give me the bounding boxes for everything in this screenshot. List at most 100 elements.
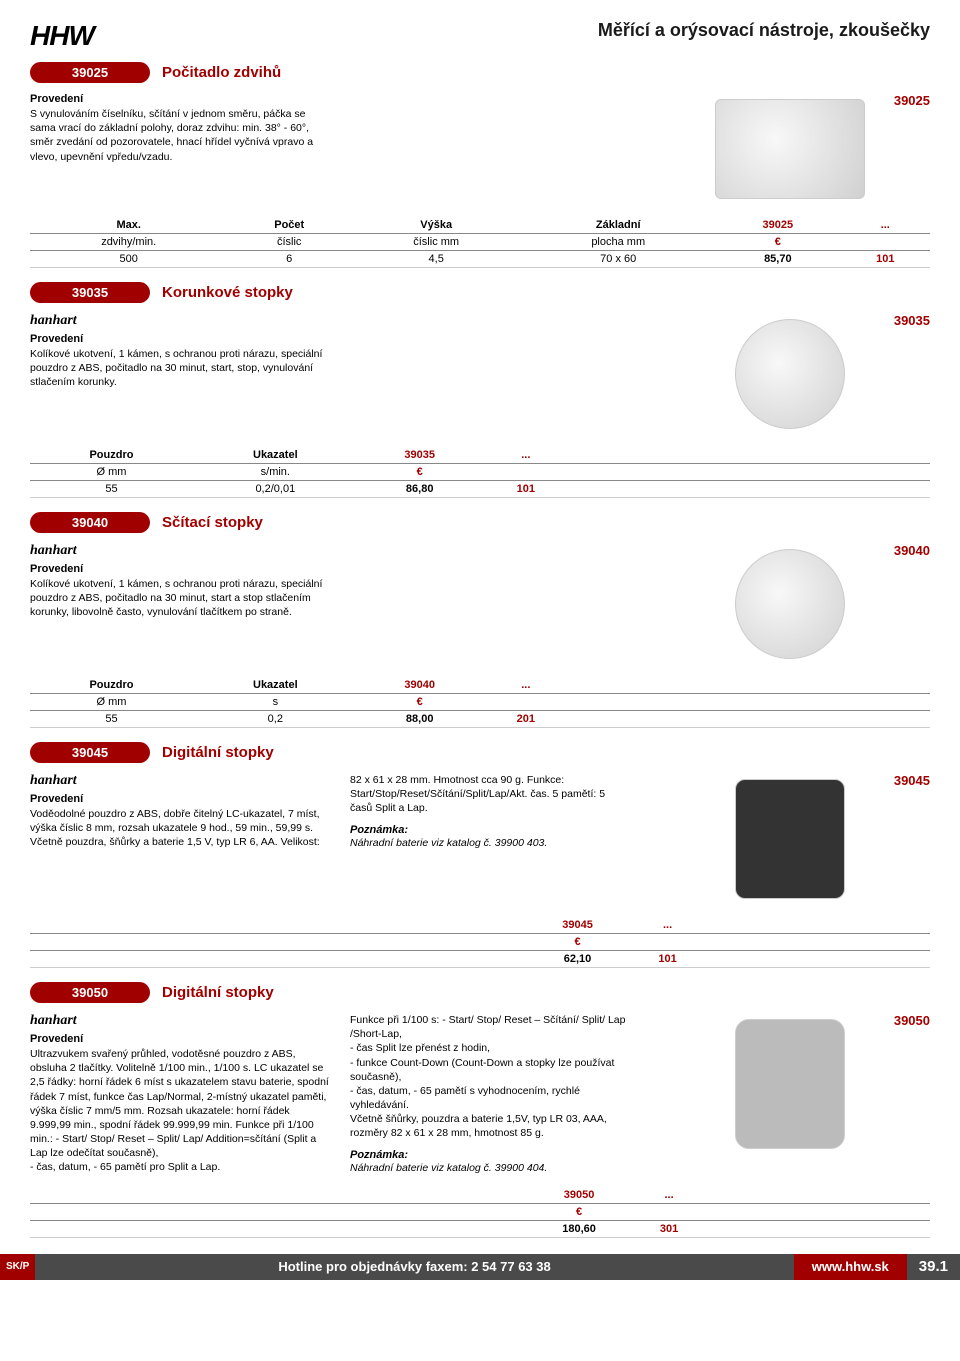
product-image (735, 549, 845, 659)
brand-logo: hanhart (30, 1013, 330, 1029)
footer: SK/P Hotline pro objednávky faxem: 2 54 … (0, 1254, 960, 1280)
section-code-badge: 39040 (30, 512, 150, 533)
note-heading: Poznámka: (350, 1149, 630, 1161)
col-subheader: plocha mm (521, 234, 715, 251)
col-header: 39035 (358, 447, 482, 464)
footer-page-number: 39.1 (907, 1254, 960, 1280)
col-subheader: € (715, 234, 840, 251)
col-subheader: číslic (227, 234, 351, 251)
section-title: Digitální stopky (162, 744, 274, 761)
col-header: Výška (351, 217, 521, 234)
col-header: 39025 (715, 217, 840, 234)
product-image-label: 39040 (894, 543, 930, 558)
col-header: ... (482, 447, 570, 464)
col-subheader: číslic mm (351, 234, 521, 251)
col-header: 39050 (525, 1187, 633, 1204)
col-header: Počet (227, 217, 351, 234)
col-subheader (482, 694, 570, 711)
price-table: 39050 ... € 180,60 301 (30, 1187, 930, 1238)
table-cell: 4,5 (351, 251, 521, 268)
section-title: Sčítací stopky (162, 514, 263, 531)
col-subheader: Ø mm (30, 464, 193, 481)
prod-desc: Voděodolné pouzdro z ABS, dobře čitelný … (30, 807, 330, 850)
col-subheader: Ø mm (30, 694, 193, 711)
table-cell: 0,2 (193, 711, 358, 728)
footer-hotline: Hotline pro objednávky faxem: 2 54 77 63… (35, 1254, 793, 1280)
table-cell: 70 x 60 (521, 251, 715, 268)
col-subheader (633, 1203, 705, 1220)
col-subheader: s/min. (193, 464, 358, 481)
col-header: ... (482, 677, 570, 694)
col-subheader (482, 464, 570, 481)
col-subheader (841, 234, 930, 251)
product-image (735, 1019, 845, 1149)
col-header: Základní (521, 217, 715, 234)
prod-desc-2: Funkce při 1/100 s: - Start/ Stop/ Reset… (350, 1013, 630, 1141)
prod-desc: Ultrazvukem svařený průhled, vodotěsné p… (30, 1047, 330, 1175)
section-code-badge: 39050 (30, 982, 150, 1003)
prod-desc-2: 82 x 61 x 28 mm. Hmotnost cca 90 g. Funk… (350, 773, 630, 816)
product-image (715, 99, 865, 199)
col-subheader: € (358, 694, 482, 711)
col-header: ... (630, 917, 705, 934)
price-cell: 85,70 (715, 251, 840, 268)
table-cell: 101 (841, 251, 930, 268)
product-image (735, 319, 845, 429)
table-cell: 201 (482, 711, 570, 728)
table-cell: 301 (633, 1220, 705, 1237)
brand-logo: hanhart (30, 313, 330, 329)
col-header: 39040 (358, 677, 482, 694)
price-cell: 180,60 (525, 1220, 633, 1237)
section-title: Počitadlo zdvihů (162, 64, 281, 81)
price-cell: 86,80 (358, 481, 482, 498)
col-header: Ukazatel (193, 677, 358, 694)
table-cell: 55 (30, 481, 193, 498)
col-subheader: zdvihy/min. (30, 234, 227, 251)
col-subheader: € (525, 1203, 633, 1220)
section-code-badge: 39025 (30, 62, 150, 83)
section-code-badge: 39045 (30, 742, 150, 763)
prod-desc: Kolíkové ukotvení, 1 kámen, s ochranou p… (30, 347, 330, 390)
price-table: 39045 ... € 62,10 101 (30, 917, 930, 968)
logo: HHW (30, 20, 94, 52)
footer-skp: SK/P (0, 1254, 35, 1280)
price-table: Max. Počet Výška Základní 39025 ... zdvi… (30, 217, 930, 268)
col-header: ... (841, 217, 930, 234)
prod-heading: Provedení (30, 1033, 330, 1045)
table-cell: 101 (630, 951, 705, 968)
table-cell: 6 (227, 251, 351, 268)
col-subheader (630, 934, 705, 951)
col-subheader: € (358, 464, 482, 481)
price-cell: 88,00 (358, 711, 482, 728)
product-image-label: 39025 (894, 93, 930, 108)
note-text: Náhradní baterie viz katalog č. 39900 40… (350, 836, 630, 850)
product-image-label: 39035 (894, 313, 930, 328)
col-subheader: € (525, 934, 630, 951)
price-cell: 62,10 (525, 951, 630, 968)
brand-logo: hanhart (30, 773, 330, 789)
note-text: Náhradní baterie viz katalog č. 39900 40… (350, 1161, 630, 1175)
footer-url[interactable]: www.hhw.sk (794, 1254, 907, 1280)
price-table: Pouzdro Ukazatel 39040 ... Ø mm s € 55 0… (30, 677, 930, 728)
section-code-badge: 39035 (30, 282, 150, 303)
prod-heading: Provedení (30, 563, 330, 575)
prod-desc: S vynulováním číselníku, sčítání v jedno… (30, 107, 330, 164)
col-header: Pouzdro (30, 677, 193, 694)
page-title: Měřící a orýsovací nástroje, zkoušečky (598, 20, 930, 41)
product-image-label: 39045 (894, 773, 930, 788)
section-title: Digitální stopky (162, 984, 274, 1001)
product-image-label: 39050 (894, 1013, 930, 1028)
prod-heading: Provedení (30, 333, 330, 345)
col-header: Ukazatel (193, 447, 358, 464)
col-header: ... (633, 1187, 705, 1204)
table-cell: 101 (482, 481, 570, 498)
prod-heading: Provedení (30, 793, 330, 805)
prod-heading: Provedení (30, 93, 330, 105)
price-table: Pouzdro Ukazatel 39035 ... Ø mm s/min. €… (30, 447, 930, 498)
col-subheader: s (193, 694, 358, 711)
table-cell: 55 (30, 711, 193, 728)
table-cell: 0,2/0,01 (193, 481, 358, 498)
brand-logo: hanhart (30, 543, 330, 559)
prod-desc: Kolíkové ukotvení, 1 kámen, s ochranou p… (30, 577, 330, 620)
col-header: Max. (30, 217, 227, 234)
